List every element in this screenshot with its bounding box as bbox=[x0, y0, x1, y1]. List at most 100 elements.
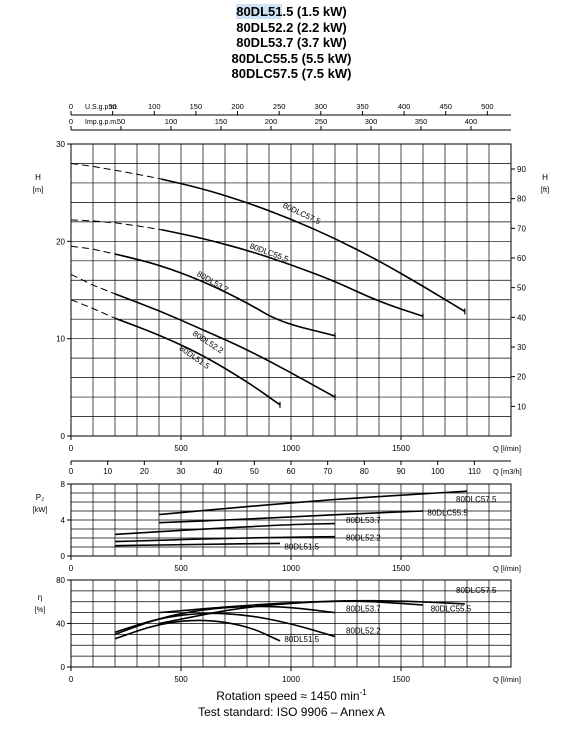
top-axis-tick-label: 50 bbox=[117, 117, 125, 126]
y-tick-label: 20 bbox=[56, 237, 65, 246]
rotation-speed-exponent: -1 bbox=[359, 688, 367, 697]
y2-tick-label: 90 bbox=[517, 165, 526, 174]
chart-title-block: 80DL51.5 (1.5 kW) 80DL52.2 (2.2 kW) 80DL… bbox=[0, 4, 583, 82]
y-axis-unit: [kW] bbox=[33, 505, 48, 514]
m3h-axis-tick-label: 10 bbox=[103, 467, 112, 476]
m3h-axis-tick-label: 60 bbox=[287, 467, 296, 476]
series-80DL51.5: 80DL51.5 bbox=[70, 299, 281, 408]
title-line-2: 80DL52.2 (2.2 kW) bbox=[236, 19, 347, 35]
x-tick-label: 0 bbox=[69, 675, 74, 684]
y2-tick-label: 10 bbox=[517, 402, 526, 411]
m3h-axis-tick-label: 100 bbox=[431, 467, 445, 476]
series-80DL52.2: 80DL52.2 bbox=[114, 612, 381, 638]
y2-tick-label: 50 bbox=[517, 284, 526, 293]
y2-tick-label: 20 bbox=[517, 373, 526, 382]
top-axis-tick-label: 500 bbox=[481, 102, 494, 111]
title-line-1: 80DL51.5 (1.5 kW) bbox=[0, 4, 583, 20]
series-label: 80DL53.7 bbox=[346, 605, 381, 614]
series-line bbox=[160, 228, 424, 318]
top-axis-tick-label: 250 bbox=[273, 102, 286, 111]
y2-tick-label: 40 bbox=[517, 313, 526, 322]
series-dashed-line bbox=[70, 219, 162, 231]
y-tick-label: 0 bbox=[61, 432, 66, 441]
series-label: 80DL52.2 bbox=[346, 533, 381, 542]
y-tick-label: 4 bbox=[61, 516, 66, 525]
series-80DLC55.5: 80DLC55.5 bbox=[158, 509, 468, 524]
y-axis-label: H bbox=[35, 173, 41, 182]
m3h-axis-tick-label: 50 bbox=[250, 467, 259, 476]
y-axis-unit: [m] bbox=[33, 185, 43, 194]
title-line-3: 80DL53.7 (3.7 kW) bbox=[236, 35, 347, 50]
series-label: 80DLC55.5 bbox=[431, 605, 472, 614]
top-axis-tick-label: 400 bbox=[398, 102, 411, 111]
x-tick-label: 1500 bbox=[392, 675, 410, 684]
m3h-axis-tick-label: 110 bbox=[468, 467, 481, 476]
series-label: 80DL51.5 bbox=[284, 635, 319, 644]
x-tick-label: 500 bbox=[174, 564, 188, 573]
series-80DL53.7: 80DL53.7 bbox=[114, 516, 381, 536]
top-axis-tick-label: 0 bbox=[69, 102, 73, 111]
series-label: 80DL51.5 bbox=[284, 542, 319, 551]
x-tick-label: 500 bbox=[174, 444, 188, 453]
x-axis-label: Q [l/min] bbox=[493, 675, 521, 684]
series-label: 80DLC57.5 bbox=[281, 201, 322, 226]
series-line bbox=[114, 612, 336, 638]
x-tick-label: 1000 bbox=[282, 675, 300, 684]
m3h-axis-tick-label: 70 bbox=[323, 467, 332, 476]
top-axis-label: U.S.g.p.m. bbox=[85, 104, 118, 111]
series-line bbox=[114, 253, 336, 337]
y2-tick-label: 30 bbox=[517, 343, 526, 352]
x-tick-label: 0 bbox=[69, 444, 74, 453]
series-label: 80DLC57.5 bbox=[456, 586, 497, 595]
m3h-axis-tick-label: 0 bbox=[69, 467, 74, 476]
y2-axis-unit: [ft] bbox=[541, 185, 549, 194]
series-dashed-line bbox=[70, 273, 116, 295]
top-axis-tick-label: 350 bbox=[356, 102, 369, 111]
series-line bbox=[114, 317, 281, 406]
series-label: 80DL52.2 bbox=[346, 626, 381, 635]
series-dashed-line bbox=[70, 299, 116, 319]
y-tick-label: 10 bbox=[56, 335, 65, 344]
series-80DLC57.5: 80DLC57.5 bbox=[158, 490, 497, 516]
x-tick-label: 0 bbox=[69, 564, 74, 573]
y2-axis-label: H bbox=[542, 173, 548, 182]
top-axis-tick-label: 50 bbox=[108, 102, 116, 111]
series-line bbox=[114, 293, 336, 398]
series-line bbox=[160, 178, 466, 313]
y2-tick-label: 80 bbox=[517, 195, 526, 204]
y-tick-label: 30 bbox=[56, 140, 65, 149]
y-tick-label: 8 bbox=[61, 480, 66, 489]
y2-tick-label: 60 bbox=[517, 254, 526, 263]
top-axis-tick-label: 400 bbox=[465, 117, 478, 126]
top-axis-tick-label: 100 bbox=[165, 117, 178, 126]
series-line bbox=[114, 605, 336, 636]
top-axis-tick-label: 150 bbox=[215, 117, 228, 126]
y-tick-label: 0 bbox=[61, 663, 66, 672]
title-line-1-rest: .5 (1.5 kW) bbox=[282, 4, 347, 19]
y-tick-label: 80 bbox=[56, 576, 65, 585]
x-axis-label: Q [l/min] bbox=[493, 564, 521, 573]
test-standard-note: Test standard: ISO 9906 – Annex A bbox=[198, 705, 385, 719]
chart-panel-3: 0 40 80 0 500 1000 1500 Q [l/min] 80DLC57.5 80DLC… bbox=[35, 576, 521, 684]
x-tick-label: 500 bbox=[174, 675, 188, 684]
y-axis-unit: [%] bbox=[35, 605, 46, 614]
series-line bbox=[114, 522, 336, 536]
x-tick-label: 1500 bbox=[392, 564, 410, 573]
series-80DLC57.5: 80DLC57.5 bbox=[70, 163, 466, 315]
series-line bbox=[114, 619, 281, 642]
x-tick-label: 1500 bbox=[392, 444, 410, 453]
top-axis-tick-label: 300 bbox=[365, 117, 378, 126]
top-axis-tick-label: 150 bbox=[190, 102, 203, 111]
title-line-4: 80DLC55.5 (5.5 kW) bbox=[231, 50, 352, 66]
title-line-1-highlight: 80DL51 bbox=[236, 4, 283, 19]
top-axis-tick-label: 200 bbox=[231, 102, 244, 111]
series-line bbox=[158, 510, 424, 524]
series-line bbox=[158, 600, 424, 625]
y-axis-label: η bbox=[38, 593, 42, 602]
top-axis-tick-label: 450 bbox=[439, 102, 452, 111]
top-axis-tick-label: 200 bbox=[265, 117, 278, 126]
series-dashed-line bbox=[70, 163, 162, 180]
x-tick-label: 1000 bbox=[282, 564, 300, 573]
rotation-speed-text: Rotation speed ≈ 1450 min bbox=[216, 689, 360, 703]
